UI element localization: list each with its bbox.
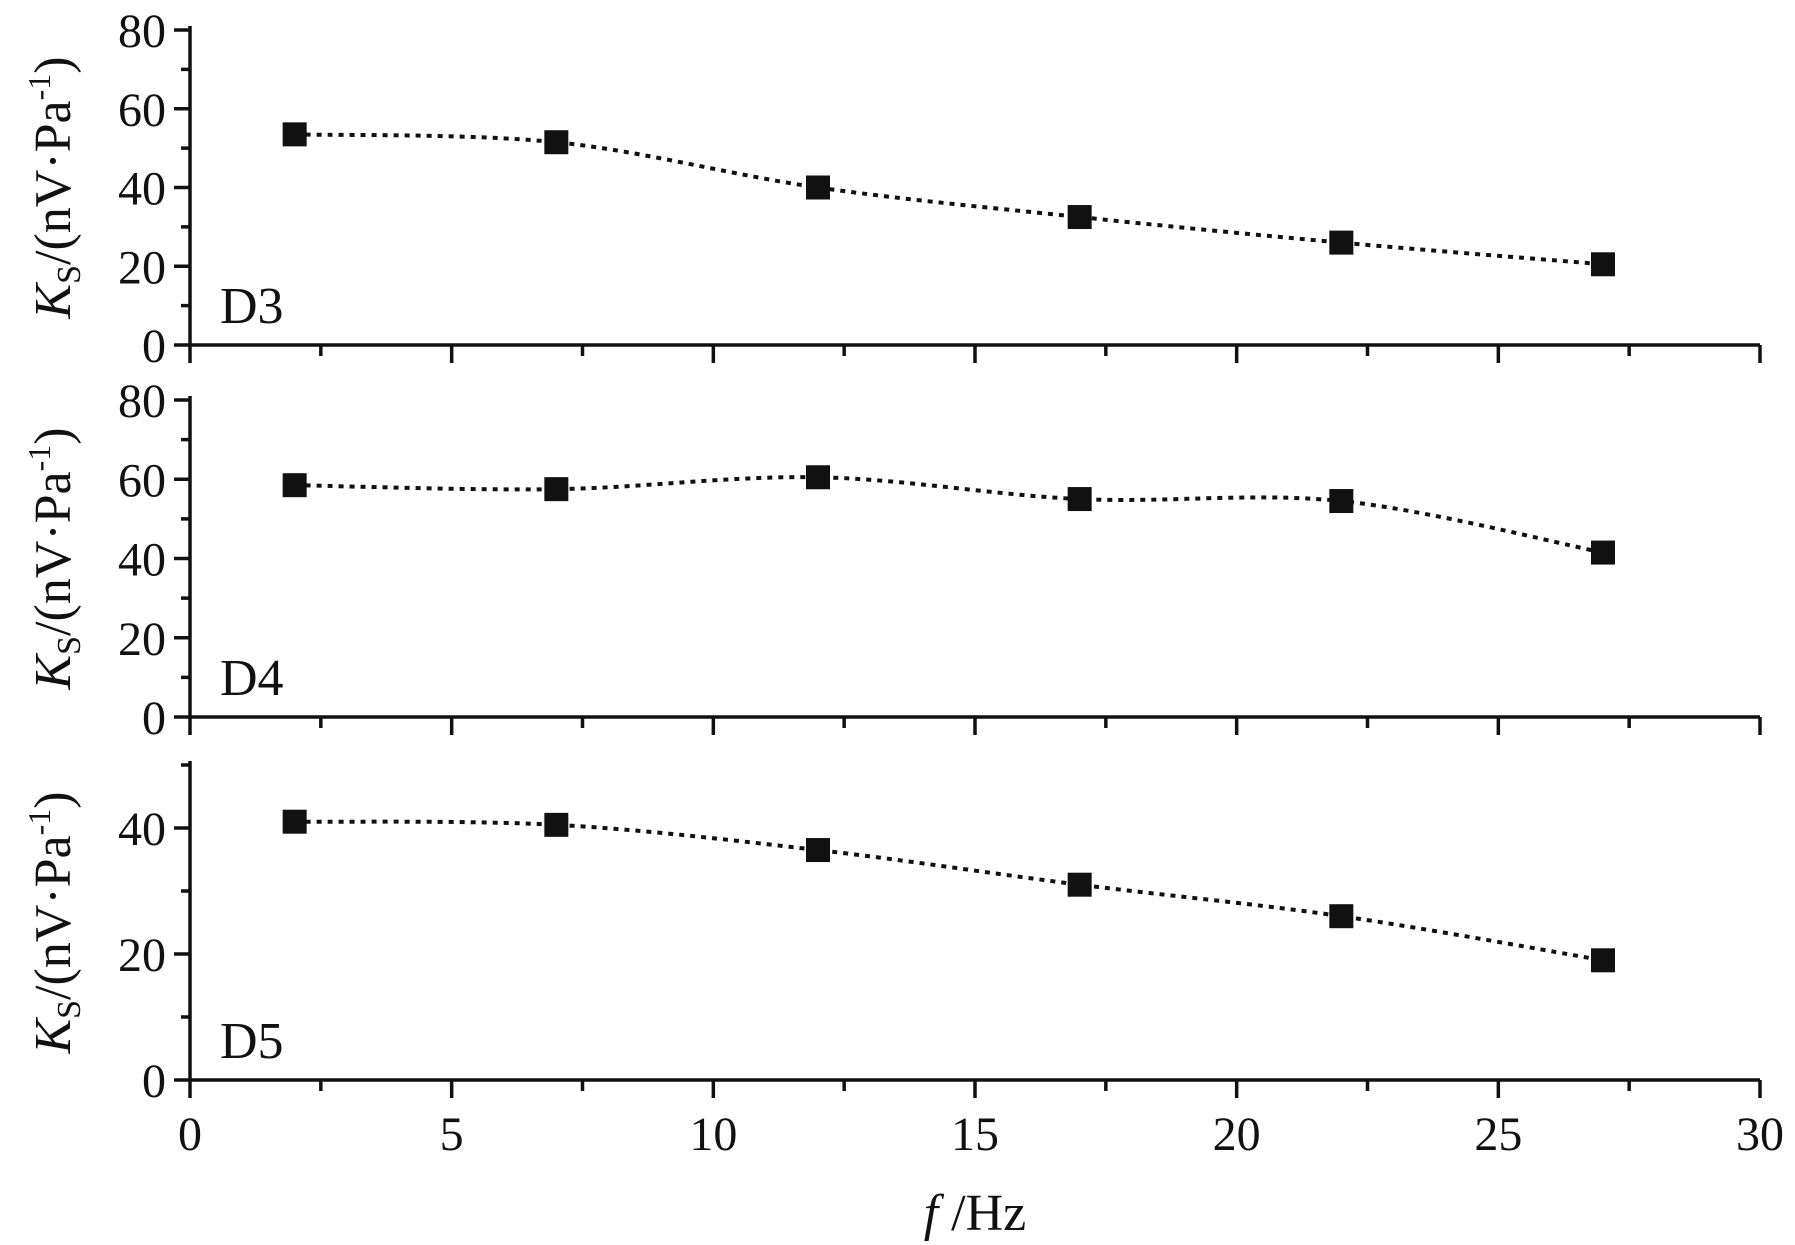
x-axis-title-unit: /Hz: [938, 1185, 1026, 1242]
series-line: [294, 132, 1604, 267]
y-axis-title-unit: /(nV·Pa: [25, 100, 82, 265]
y-tick-label: 40: [118, 803, 166, 856]
data-point: [806, 838, 830, 863]
data-point: [806, 465, 830, 490]
panel-d4: 0 20 40 60 80 D4 KS/(nV·Pa-1): [21, 375, 1762, 745]
y-tick-label: 0: [142, 320, 166, 373]
y-axis-title: KS/(nV·Pa-1): [21, 791, 88, 1054]
y-axis-title-sup: -1: [21, 445, 57, 472]
y-tick-label: 20: [118, 613, 166, 666]
x-tick-label: 10: [689, 1108, 737, 1161]
y-tick-label: 80: [118, 375, 166, 428]
data-point: [1067, 872, 1092, 897]
x-axis-title: f /Hz: [924, 1185, 1027, 1242]
y-tick-label: 80: [118, 5, 166, 58]
y-axis-title-var: K: [25, 1017, 82, 1055]
panel-label: D5: [220, 1013, 284, 1070]
x-tick-label: 15: [951, 1108, 999, 1161]
panel-label: D4: [220, 650, 284, 707]
x-tick-label: 25: [1474, 1108, 1522, 1161]
panel-d3: 0 20 40 60 80 D3 KS/(nV·Pa-1): [21, 5, 1762, 373]
data-point: [282, 809, 307, 834]
y-axis-title-close: ): [25, 56, 82, 73]
y-axis-title-close: ): [25, 427, 82, 444]
x-tick-label: 20: [1213, 1108, 1261, 1161]
y-tick-label: 20: [118, 929, 166, 982]
data-point: [1329, 489, 1354, 514]
x-tick-label: 30: [1736, 1108, 1784, 1161]
data-point: [1591, 252, 1615, 277]
y-axis-title-var: K: [25, 653, 82, 691]
data-point: [1591, 540, 1615, 565]
y-axis-title: KS/(nV·Pa-1): [21, 56, 88, 319]
y-axis-title-sub: S: [51, 636, 88, 655]
y-axis-title-sup: -1: [21, 74, 57, 101]
data-point: [1329, 904, 1354, 929]
y-tick-label: 40: [118, 534, 166, 587]
data-point: [806, 175, 830, 200]
series-line: [294, 819, 1604, 963]
data-point: [1591, 948, 1615, 973]
data-point: [544, 477, 569, 502]
data-point: [1329, 230, 1354, 255]
data-point: [544, 812, 569, 837]
y-axis-title-close: ): [25, 791, 82, 808]
y-axis-title-unit: /(nV·Pa: [25, 835, 82, 1000]
series-line: [294, 475, 1604, 555]
y-tick-label: 0: [142, 692, 166, 745]
y-tick-label: 60: [118, 84, 166, 137]
y-tick-label: 0: [142, 1055, 166, 1108]
y-axis-title-sup: -1: [21, 809, 57, 836]
data-point: [282, 473, 307, 498]
y-axis-title-unit: /(nV·Pa: [25, 471, 82, 636]
y-tick-label: 20: [118, 241, 166, 294]
y-tick-label: 60: [118, 454, 166, 507]
panel-label: D3: [220, 278, 284, 335]
y-tick-label: 40: [118, 163, 166, 216]
y-axis-title-sub: S: [51, 265, 88, 284]
y-axis-title: KS/(nV·Pa-1): [21, 427, 88, 690]
data-point: [1067, 487, 1092, 512]
y-axis-title-var: K: [25, 282, 82, 320]
data-point: [1067, 205, 1092, 230]
x-tick-label: 5: [440, 1108, 464, 1161]
x-tick-label: 0: [178, 1108, 202, 1161]
y-axis-title-sub: S: [51, 1000, 88, 1019]
panel-d5: 0 20 40 D5 KS/(nV·Pa-1): [21, 761, 1762, 1108]
data-point: [544, 130, 569, 155]
data-point: [282, 122, 307, 147]
